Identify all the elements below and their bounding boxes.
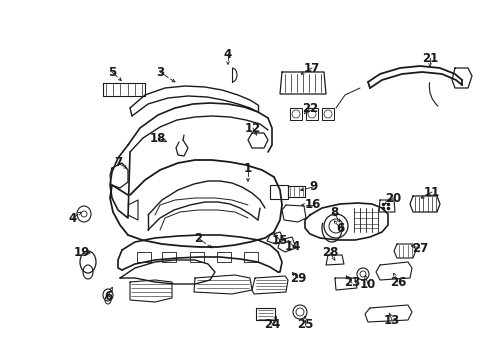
Text: 8: 8	[329, 207, 337, 220]
Bar	[217, 252, 230, 262]
Text: 17: 17	[303, 62, 320, 75]
Text: 24: 24	[263, 319, 280, 332]
Bar	[190, 252, 203, 262]
Text: 3: 3	[156, 66, 164, 78]
Text: 13: 13	[383, 314, 399, 327]
Text: 21: 21	[421, 51, 437, 64]
Text: 12: 12	[244, 122, 261, 135]
Text: 6: 6	[335, 221, 344, 234]
Text: 6: 6	[103, 289, 112, 302]
Text: 11: 11	[423, 185, 439, 198]
Text: 14: 14	[284, 239, 301, 252]
Bar	[269, 185, 287, 199]
Text: 2: 2	[194, 231, 202, 244]
Text: 23: 23	[343, 276, 359, 289]
Bar	[244, 252, 258, 262]
Text: 16: 16	[304, 198, 321, 211]
Text: 7: 7	[114, 157, 122, 170]
Text: 1: 1	[244, 162, 251, 175]
Bar	[137, 252, 151, 262]
Text: 4: 4	[224, 48, 232, 60]
Text: 10: 10	[359, 278, 375, 291]
Text: 27: 27	[411, 242, 427, 255]
Text: 15: 15	[271, 234, 287, 247]
Text: 18: 18	[149, 131, 166, 144]
Text: 20: 20	[384, 192, 400, 204]
Bar	[162, 252, 176, 262]
Text: 4: 4	[69, 211, 77, 225]
Text: 28: 28	[321, 247, 338, 260]
Text: 19: 19	[74, 247, 90, 260]
Text: 26: 26	[389, 275, 406, 288]
Text: 22: 22	[301, 102, 318, 114]
Text: 25: 25	[296, 319, 312, 332]
Text: 5: 5	[108, 66, 116, 78]
Text: 9: 9	[308, 180, 317, 194]
Text: 29: 29	[289, 271, 305, 284]
